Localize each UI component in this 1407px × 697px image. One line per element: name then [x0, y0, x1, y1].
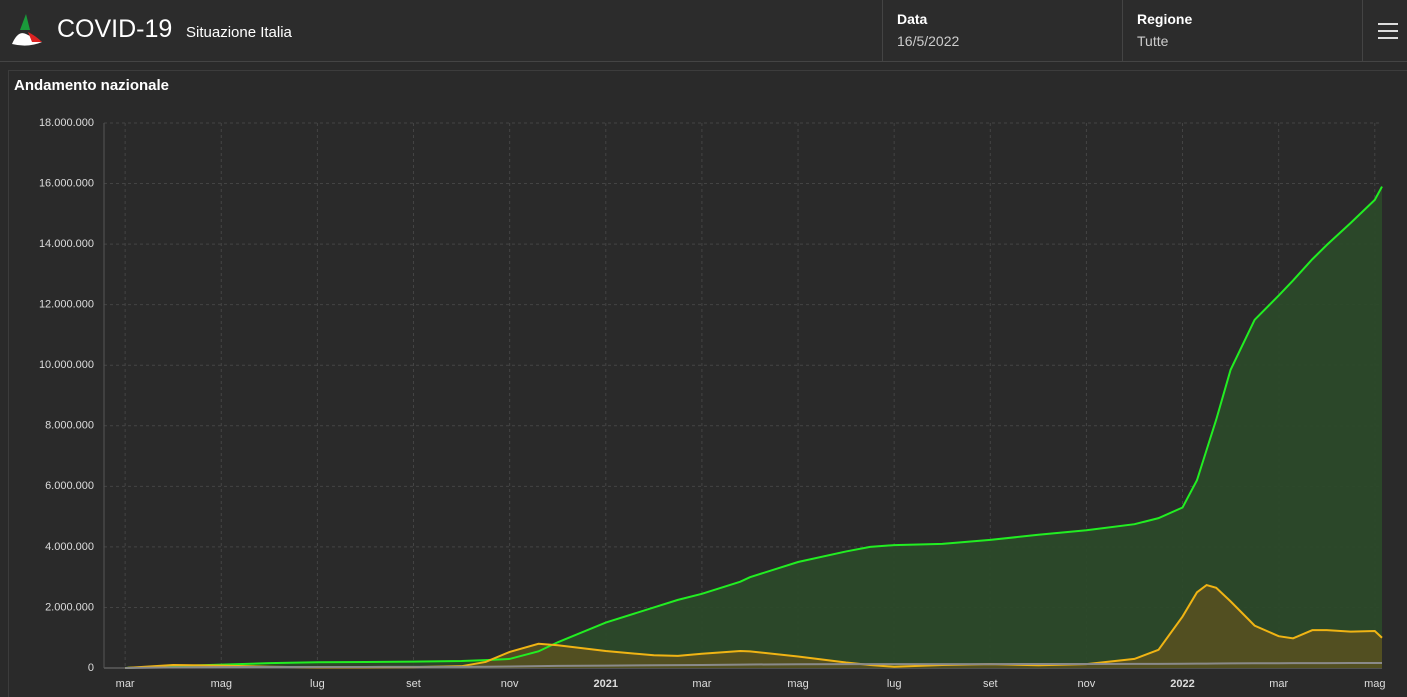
y-tick-label: 14.000.000 [39, 238, 94, 250]
x-tick-label: nov [501, 678, 519, 690]
x-tick-label: set [406, 678, 421, 690]
x-tick-label: 2022 [1170, 678, 1194, 690]
field-value[interactable]: Tutte [1137, 33, 1169, 49]
y-tick-label: 16.000.000 [39, 177, 94, 189]
x-tick-label: mar [1269, 678, 1288, 690]
x-tick-label: set [983, 678, 998, 690]
y-tick-label: 18.000.000 [39, 117, 94, 129]
x-tick-label: mag [1364, 678, 1385, 690]
x-tick-label: 2021 [594, 678, 618, 690]
series-line [125, 661, 1383, 669]
y-tick-label: 8.000.000 [45, 420, 94, 432]
area-fill [125, 585, 1382, 668]
y-tick-label: 12.000.000 [39, 299, 94, 311]
chart-title: Andamento nazionale [14, 77, 169, 94]
series-line [125, 186, 1383, 669]
x-tick-label: mag [787, 678, 808, 690]
y-tick-label: 4.000.000 [45, 541, 94, 553]
x-tick-label: mar [692, 678, 711, 690]
y-tick-label: 6.000.000 [45, 480, 94, 492]
y-tick-label: 10.000.000 [39, 359, 94, 371]
x-tick-label: lug [310, 678, 325, 690]
y-tick-label: 2.000.000 [45, 601, 94, 613]
menu-button[interactable] [1378, 22, 1398, 40]
app-title: COVID-19 [57, 15, 173, 43]
field-label: Data [897, 11, 928, 27]
y-tick-label: 0 [88, 662, 94, 674]
app-subtitle: Situazione Italia [186, 24, 292, 41]
field-value[interactable]: 16/5/2022 [897, 33, 960, 49]
x-tick-label: nov [1078, 678, 1096, 690]
field-label: Regione [1137, 11, 1193, 27]
x-tick-label: lug [887, 678, 902, 690]
x-tick-label: mar [116, 678, 135, 690]
logo [12, 14, 42, 46]
header: COVID-19 Situazione Italia Data 16/5/202… [0, 0, 1407, 62]
area-fill [125, 186, 1382, 669]
x-tick-label: mag [211, 678, 232, 690]
